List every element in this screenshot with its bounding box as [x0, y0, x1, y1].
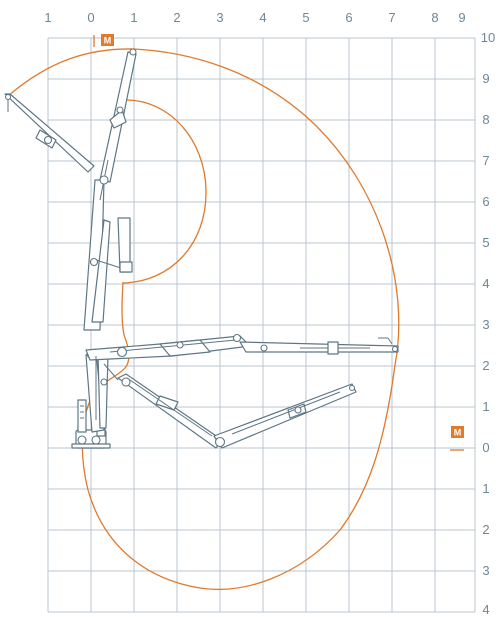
top-tick-label: 0 — [87, 10, 94, 25]
outer-reach-envelope — [7, 48, 400, 590]
top-marker-label: M — [104, 36, 112, 46]
top-tick-label: 1 — [130, 10, 137, 25]
right-tick-label: 2 — [482, 522, 489, 537]
right-tick-label: 4 — [482, 276, 489, 291]
right-tick-label: 8 — [482, 112, 489, 127]
top-tick-label: 2 — [173, 10, 180, 25]
right-axis: 10 9 8 7 6 5 4 3 2 1 0 1 2 3 4 — [481, 30, 495, 617]
top-marker: M — [93, 34, 114, 47]
right-marker-label: M — [454, 428, 462, 438]
right-tick-label: 10 — [481, 30, 495, 45]
top-axis: 1 0 1 2 3 4 5 6 7 8 9 — [44, 10, 465, 25]
inner-reach-envelope — [122, 99, 207, 284]
right-tick-label: 3 — [482, 317, 489, 332]
right-tick-label: 1 — [482, 481, 489, 496]
top-tick-label: 5 — [302, 10, 309, 25]
right-marker: M — [450, 426, 464, 451]
boom-vertical — [83, 48, 137, 331]
boom-horizontal — [85, 333, 399, 361]
boom-link — [95, 356, 119, 420]
right-tick-label: 2 — [482, 358, 489, 373]
top-tick-label: 9 — [458, 10, 465, 25]
right-tick-label: 0 — [482, 440, 489, 455]
right-tick-label: 3 — [482, 563, 489, 578]
jib-upper-left — [4, 93, 95, 173]
right-tick-label: 1 — [482, 399, 489, 414]
top-tick-label: 7 — [388, 10, 395, 25]
top-tick-label: 4 — [259, 10, 266, 25]
crane-base — [71, 399, 111, 449]
top-tick-label: 8 — [431, 10, 438, 25]
crane-column — [85, 349, 109, 433]
top-tick-label: 1 — [44, 10, 51, 25]
right-tick-label: 6 — [482, 194, 489, 209]
top-tick-label: 3 — [216, 10, 223, 25]
right-tick-label: 4 — [482, 602, 489, 617]
boom-lower — [117, 373, 357, 449]
grid — [47, 37, 476, 613]
right-tick-label: 5 — [482, 235, 489, 250]
top-tick-label: 6 — [345, 10, 352, 25]
right-tick-label: 9 — [482, 71, 489, 86]
right-tick-label: 7 — [482, 153, 489, 168]
